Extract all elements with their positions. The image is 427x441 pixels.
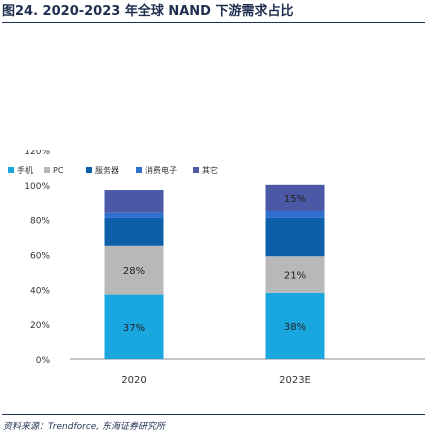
legend-label-1: PC xyxy=(53,166,64,175)
legend-label-4: 其它 xyxy=(202,165,218,175)
data-label: 15% xyxy=(284,194,306,205)
legend-swatch-4 xyxy=(193,167,199,173)
source-divider xyxy=(2,414,425,415)
data-label: 21% xyxy=(284,271,306,282)
bar-2020-3 xyxy=(104,212,164,218)
legend-swatch-1 xyxy=(44,167,50,173)
bar-2023E-2 xyxy=(265,217,325,257)
bar-2023E-3 xyxy=(265,210,325,218)
legend-label-3: 消费电子 xyxy=(145,165,177,175)
data-label: 37% xyxy=(123,323,145,334)
bar-2020-0 xyxy=(104,294,164,359)
y-tick-label: 40% xyxy=(30,286,50,296)
bar-2020-2 xyxy=(104,217,164,246)
y-tick-label: 120% xyxy=(24,150,50,157)
x-tick-label: 2020 xyxy=(121,375,146,386)
bar-2020-1 xyxy=(104,245,164,295)
legend-swatch-0 xyxy=(8,167,14,173)
legend-swatch-3 xyxy=(136,167,142,173)
stacked-bar-chart: 手机 PC 服务器 消费电子 其它 0% 20% 40% 60% 80% 100% 120% 37% 28… xyxy=(8,147,425,386)
legend-label-0: 手机 xyxy=(17,165,33,175)
data-label: 38% xyxy=(284,322,306,333)
figure-title: 图24. 2020-2023 年全球 NAND 下游需求占比 xyxy=(2,0,425,23)
y-tick-label: 20% xyxy=(30,321,50,331)
source-note: 资料来源：Trendforce, 东海证券研究所 xyxy=(3,422,166,432)
chart-area: 手机 PC 服务器 消费电子 其它 0% 20% 40% 60% 80% 100% 120% 37% 28… xyxy=(0,147,427,390)
y-tick-label: 60% xyxy=(30,252,50,262)
y-tick-label: 80% xyxy=(30,217,50,227)
x-tick-label: 2023E xyxy=(279,375,311,386)
bar-2023E-1 xyxy=(265,256,325,293)
bar-2020-4 xyxy=(104,190,164,213)
data-label: 28% xyxy=(123,266,145,277)
bar-2023E-0 xyxy=(265,292,325,359)
y-tick-label: 100% xyxy=(24,182,50,192)
legend-swatch-2 xyxy=(86,167,92,173)
y-tick-label: 0% xyxy=(36,356,51,366)
bar-2023E-4 xyxy=(265,184,325,211)
legend-label-2: 服务器 xyxy=(95,165,119,175)
